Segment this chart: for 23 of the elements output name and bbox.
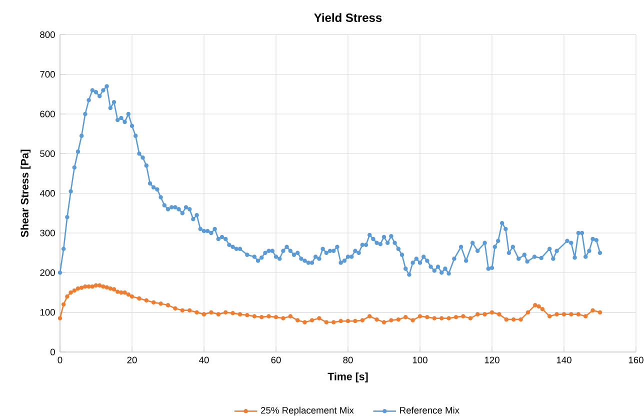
y-tick-label: 100 (40, 309, 55, 316)
x-axis-title: Time [s] (328, 372, 368, 382)
y-tick-label: 700 (40, 71, 55, 78)
y-tick-label: 400 (40, 190, 55, 197)
x-tick-label: 160 (628, 356, 644, 364)
y-tick-label: 800 (40, 31, 55, 38)
x-tick-label: 0 (58, 356, 62, 364)
x-tick-label: 40 (199, 356, 209, 364)
x-tick-label: 80 (343, 356, 353, 364)
chart-title: Yield Stress (314, 13, 382, 22)
y-axis-title: Shear Stress [Pa] (20, 150, 31, 238)
y-tick-label: 300 (40, 230, 55, 236)
x-tick-label: 20 (127, 356, 137, 364)
x-tick-label: 120 (484, 356, 500, 364)
legend-label: 25% Replacement Mix (261, 406, 354, 416)
x-tick-label: 140 (556, 356, 572, 364)
y-tick-label: 200 (40, 269, 55, 276)
y-tick-label: 500 (40, 150, 55, 157)
x-tick-label: 60 (271, 356, 281, 364)
legend-label: Reference Mix (400, 406, 460, 414)
y-tick-label: 600 (40, 110, 55, 118)
x-tick-label: 100 (412, 356, 428, 364)
y-tick-label: 0 (50, 348, 55, 356)
